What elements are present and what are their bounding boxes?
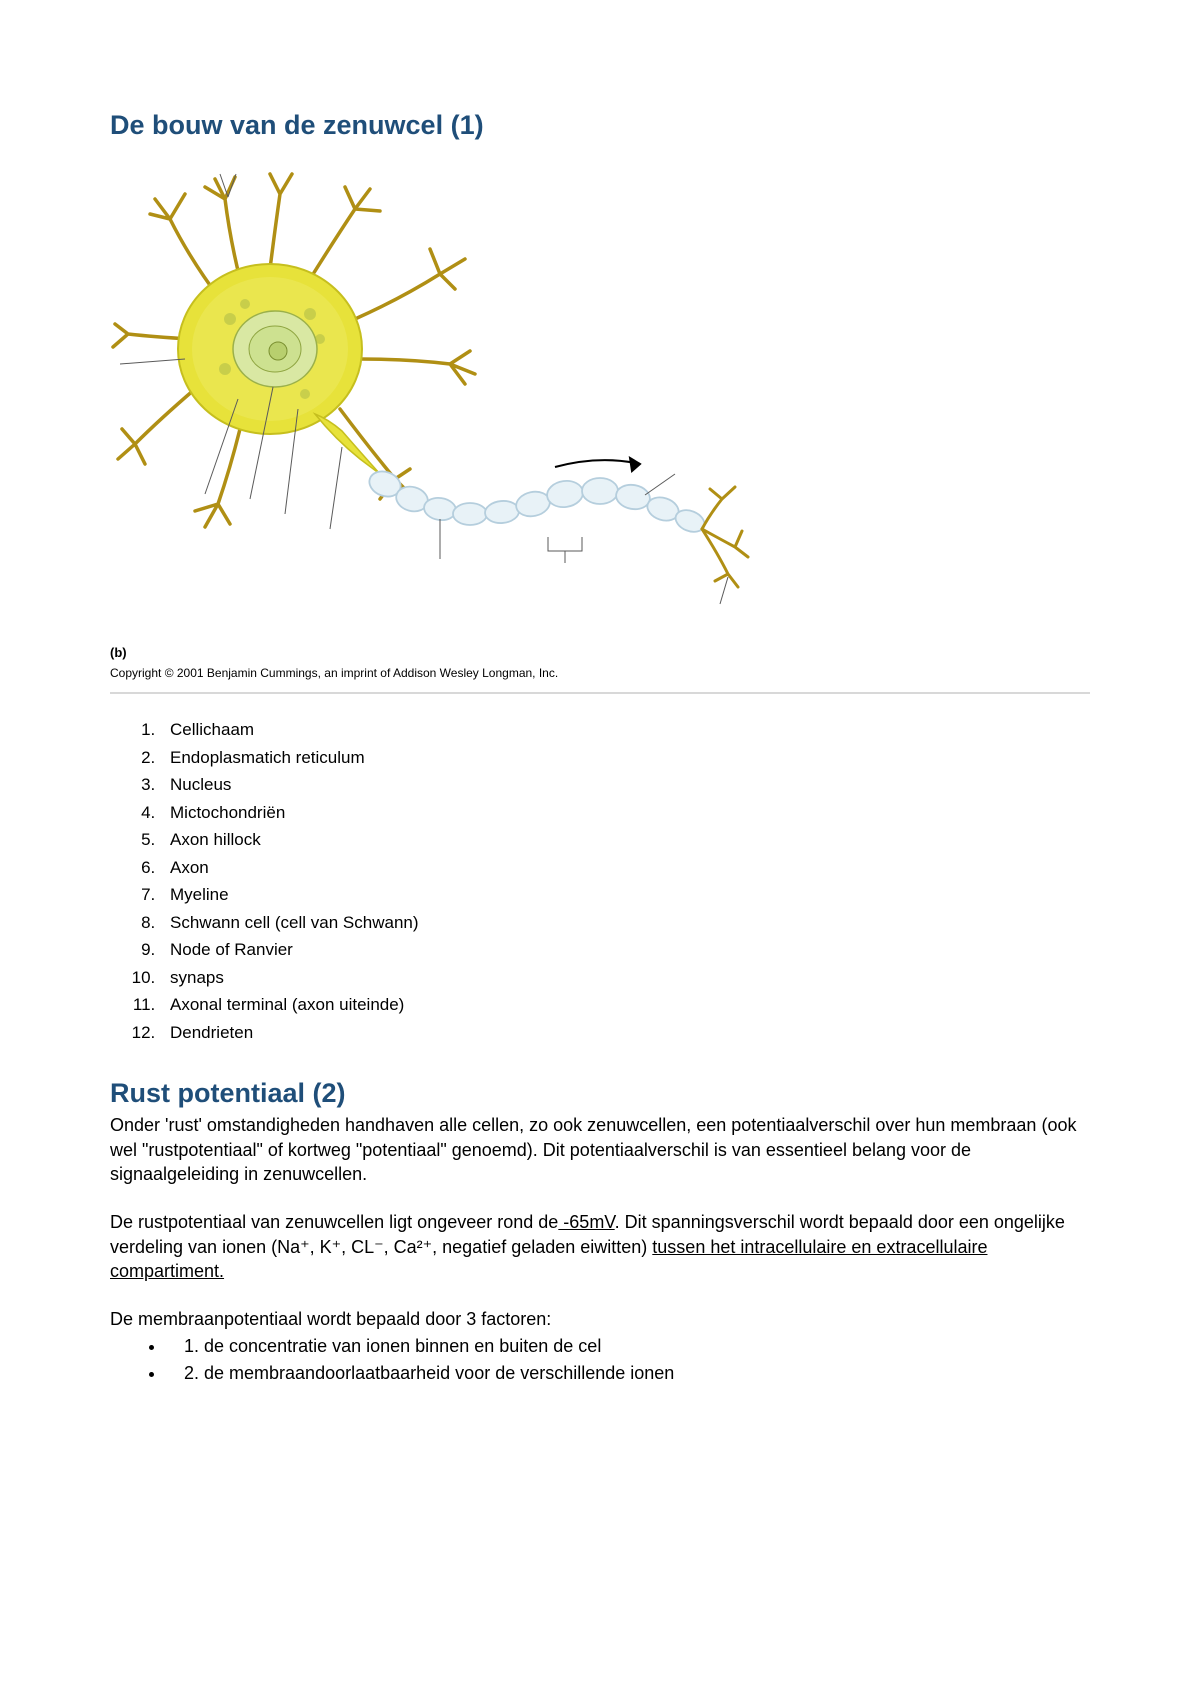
paragraph-1: Onder 'rust' omstandigheden handhaven al…: [110, 1113, 1090, 1186]
list-item: Schwann cell (cell van Schwann): [160, 909, 1090, 937]
title-1: De bouw van de zenuwcel (1): [110, 110, 1090, 141]
list-item: Node of Ranvier: [160, 936, 1090, 964]
copyright-text: Copyright © 2001 Benjamin Cummings, an i…: [110, 666, 1090, 680]
factor-item: 2. de membraandoorlaatbaarheid voor de v…: [166, 1360, 1090, 1386]
list-item: Axon: [160, 854, 1090, 882]
neuron-diagram: [110, 159, 750, 639]
diagram-container: (b) Copyright © 2001 Benjamin Cummings, …: [110, 159, 1090, 694]
factor-list: 1. de concentratie van ionen binnen en b…: [166, 1333, 1090, 1385]
list-item: Mictochondriën: [160, 799, 1090, 827]
title-2: Rust potentiaal (2): [110, 1078, 1090, 1109]
paragraph-2: De rustpotentiaal van zenuwcellen ligt o…: [110, 1210, 1090, 1283]
p2-underline-1: -65mV: [558, 1212, 614, 1232]
list-item: Myeline: [160, 881, 1090, 909]
p2-a: De rustpotentiaal van zenuwcellen ligt o…: [110, 1212, 558, 1232]
factor-item: 1. de concentratie van ionen binnen en b…: [166, 1333, 1090, 1359]
list-item: Nucleus: [160, 771, 1090, 799]
neuron-parts-list: Cellichaam Endoplasmatich reticulum Nucl…: [160, 716, 1090, 1046]
list-item: Endoplasmatich reticulum: [160, 744, 1090, 772]
list-item: Dendrieten: [160, 1019, 1090, 1047]
list-item: synaps: [160, 964, 1090, 992]
list-item: Axonal terminal (axon uiteinde): [160, 991, 1090, 1019]
list-item: Cellichaam: [160, 716, 1090, 744]
factor-intro: De membraanpotentiaal wordt bepaald door…: [110, 1307, 1090, 1331]
list-item: Axon hillock: [160, 826, 1090, 854]
figure-label: (b): [110, 645, 1090, 660]
